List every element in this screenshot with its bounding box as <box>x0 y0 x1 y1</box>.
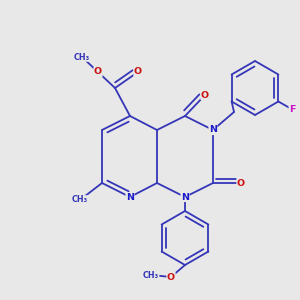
Text: O: O <box>201 91 209 100</box>
Text: F: F <box>289 105 296 114</box>
Text: N: N <box>209 125 217 134</box>
Text: N: N <box>126 193 134 202</box>
Text: CH₃: CH₃ <box>74 52 90 62</box>
Text: O: O <box>94 68 102 76</box>
Text: O: O <box>134 68 142 76</box>
Text: O: O <box>167 272 175 281</box>
Text: CH₃: CH₃ <box>72 196 88 205</box>
Text: O: O <box>237 178 245 188</box>
Text: CH₃: CH₃ <box>143 271 159 280</box>
Text: N: N <box>181 193 189 202</box>
